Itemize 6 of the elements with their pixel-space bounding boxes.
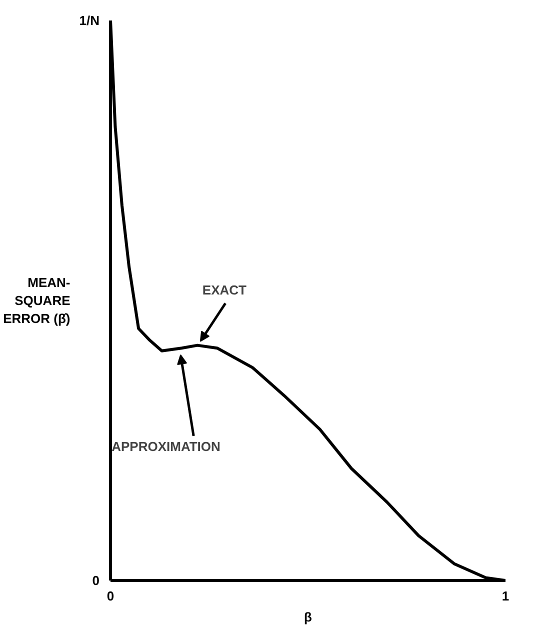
annotation: EXACT xyxy=(202,282,247,298)
y-axis-title: MEAN-SQUARE ERROR (β̂) xyxy=(3,275,71,326)
x-tick-label: 1 xyxy=(502,588,510,604)
annotation: APPROXIMATION xyxy=(112,438,220,454)
y-tick-label: 1/N xyxy=(79,13,100,28)
x-axis-title: β xyxy=(304,610,312,624)
